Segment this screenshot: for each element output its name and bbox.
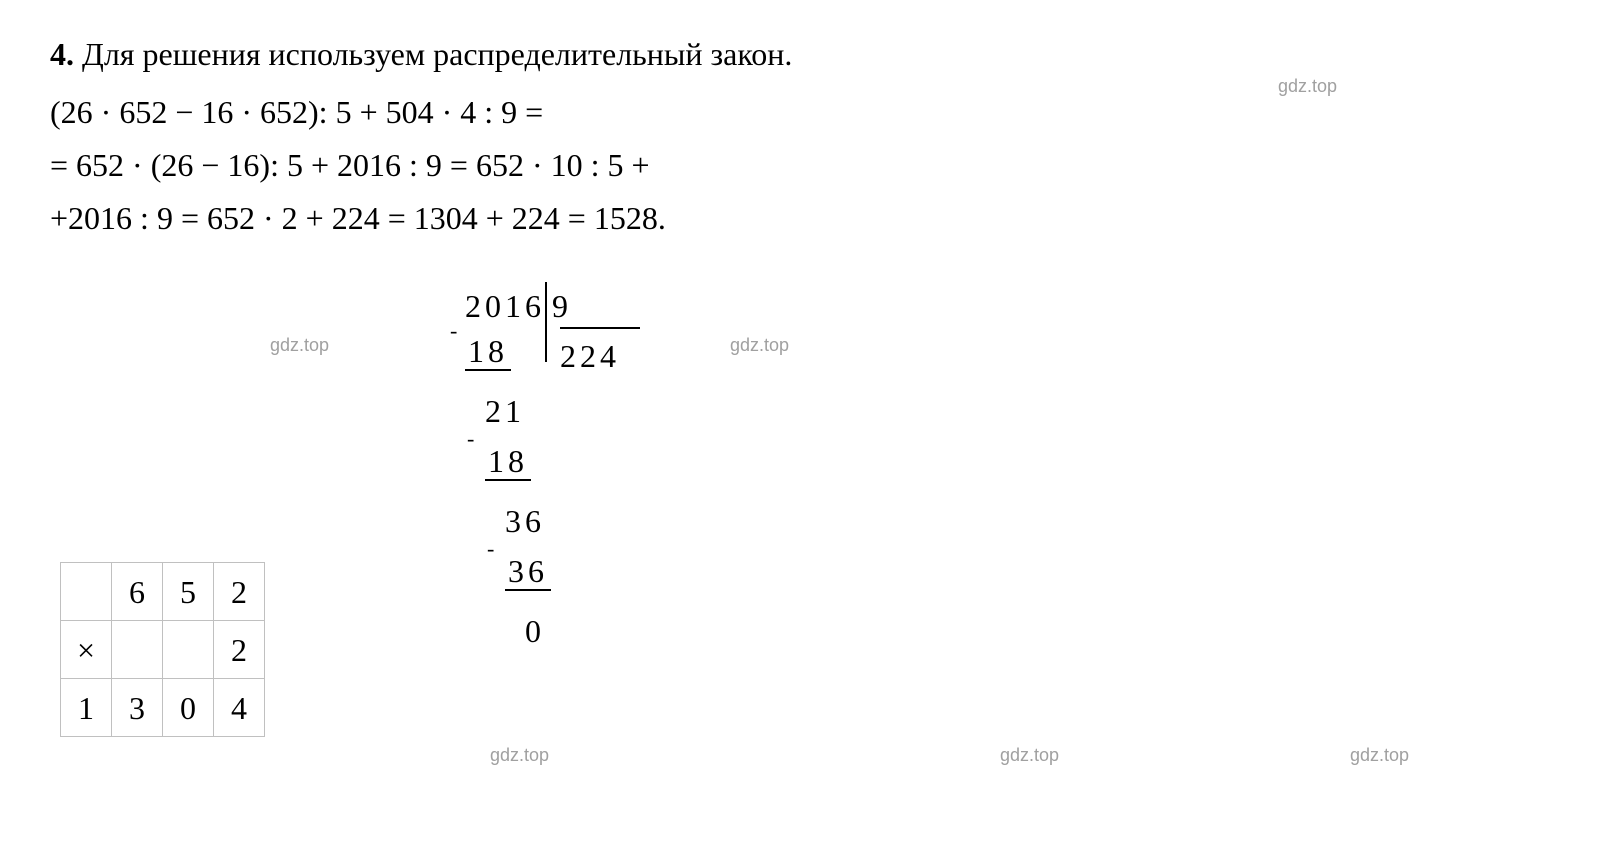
- step3-bring: 36: [505, 497, 545, 545]
- mult-table: 6 5 2 × 2 1 3 0 4: [60, 562, 265, 737]
- mult-cell: [163, 621, 214, 679]
- mult-cell: 5: [163, 563, 214, 621]
- watermark-mid-left: gdz.top: [270, 332, 329, 359]
- problem-text-content: Для решения используем распределительный…: [82, 36, 792, 72]
- mult-cell: 2: [214, 621, 265, 679]
- remainder-row: 0: [525, 607, 545, 655]
- watermark-mid-right: gdz.top: [730, 332, 789, 359]
- long-division-work: 2016 9 - 224 18 21 - 18 36 - 36 0: [445, 282, 725, 782]
- sub-sign-1: -: [450, 314, 457, 347]
- eq2-content: = 652 · (26 − 16): 5 + 2016 : 9 = 652 · …: [50, 147, 650, 183]
- step2-bring: 21: [485, 387, 525, 435]
- problem-statement: 4. Для решения используем распределитель…: [50, 30, 1557, 78]
- table-row: 6 5 2: [61, 563, 265, 621]
- mult-cell: [112, 621, 163, 679]
- step3-sub-text: 36: [505, 553, 551, 591]
- step1-sub-text: 18: [465, 333, 511, 371]
- watermark-top: gdz.top: [1278, 73, 1337, 100]
- mult-result-cell: 0: [163, 679, 214, 737]
- mult-result-cell: 3: [112, 679, 163, 737]
- problem-number: 4.: [50, 36, 74, 72]
- step3-bring-text: 36: [505, 503, 545, 539]
- mult-cell: [61, 563, 112, 621]
- mult-result-cell: 4: [214, 679, 265, 737]
- equation-line-2: = 652 · (26 − 16): 5 + 2016 : 9 = 652 · …: [50, 141, 1557, 189]
- equation-line-1: (26 · 652 − 16 · 652): 5 + 504 · 4 : 9 =…: [50, 88, 1557, 136]
- table-row: × 2: [61, 621, 265, 679]
- multiplication-work: 6 5 2 × 2 1 3 0 4: [60, 562, 265, 737]
- sub-sign-3: -: [487, 532, 494, 565]
- eq3-content: +2016 : 9 = 652 · 2 + 224 = 1304 + 224 =…: [50, 200, 666, 236]
- quotient-text: 224: [560, 338, 620, 374]
- quotient-row: 224: [560, 327, 640, 380]
- equation-line-3: +2016 : 9 = 652 · 2 + 224 = 1304 + 224 =…: [50, 194, 1557, 242]
- mult-sign-cell: ×: [61, 621, 112, 679]
- eq1-content: (26 · 652 − 16 · 652): 5 + 504 · 4 : 9 =: [50, 94, 543, 130]
- step2-sub-text: 18: [485, 443, 531, 481]
- watermark-bottom-2: gdz.top: [1000, 742, 1059, 769]
- remainder-text: 0: [525, 613, 545, 649]
- mult-cell: 6: [112, 563, 163, 621]
- step2-sub: 18: [485, 437, 531, 485]
- watermark-bottom-3: gdz.top: [1350, 742, 1409, 769]
- table-row: 1 3 0 4: [61, 679, 265, 737]
- step2-bring-text: 21: [485, 393, 525, 429]
- mult-cell: 2: [214, 563, 265, 621]
- mult-result-cell: 1: [61, 679, 112, 737]
- step1-sub: 18: [465, 327, 511, 375]
- sub-sign-2: -: [467, 422, 474, 455]
- calculations-container: gdz.top gdz.top gdz.top gdz.top gdz.top …: [50, 282, 1557, 782]
- step3-sub: 36: [505, 547, 551, 595]
